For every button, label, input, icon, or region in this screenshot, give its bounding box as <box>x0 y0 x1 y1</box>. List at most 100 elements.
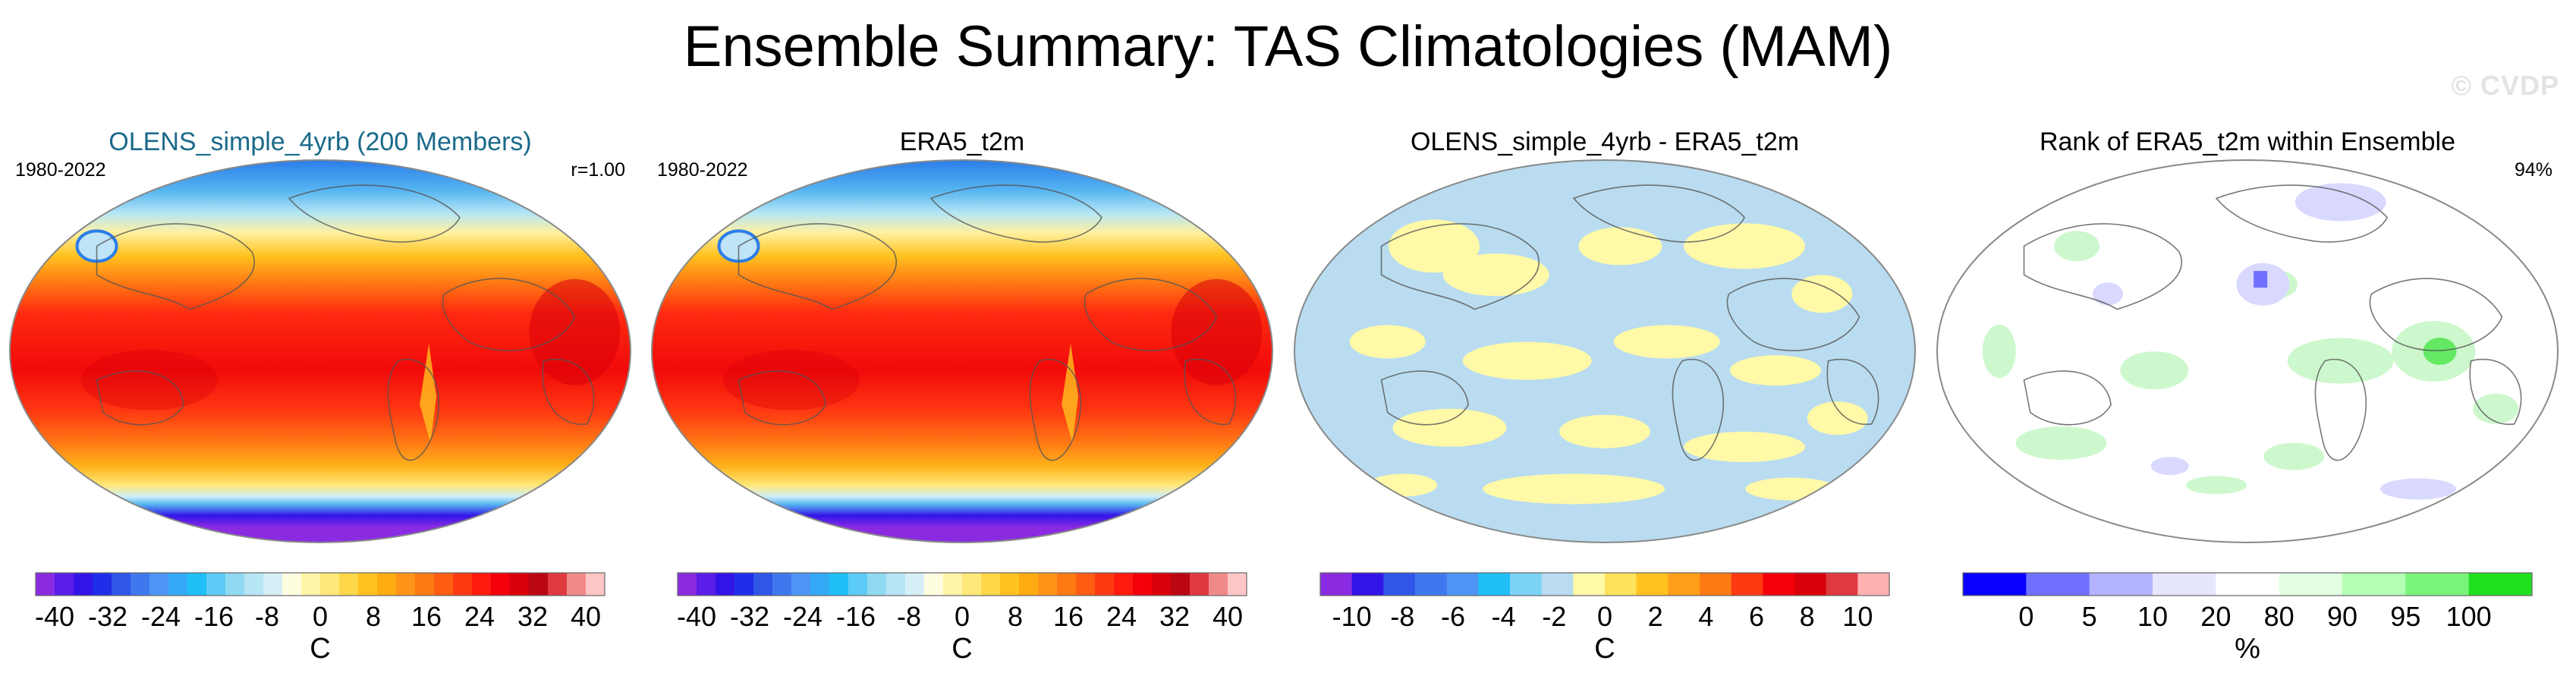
colorbar-swatch <box>168 573 188 596</box>
colorbar: -40 -32 -24 -16 -8 0 8 16 24 32 40 C <box>35 572 605 665</box>
colorbar-swatch <box>848 573 868 596</box>
colorbar-swatch <box>320 573 340 596</box>
colorbar-swatch <box>1446 573 1479 596</box>
colorbar-swatch <box>981 573 1001 596</box>
colorbar-swatch <box>886 573 906 596</box>
map-panel-2: ERA5_t2m 1980-2022 -40 -32 -24 -16 -8 0 8 16 24 32 4… <box>651 127 1273 665</box>
colorbar-swatch <box>1228 573 1247 596</box>
map-panel-1: OLENS_simple_4yrb (200 Members)1980-2022… <box>9 127 631 665</box>
colorbar-swatch <box>112 573 131 596</box>
colorbar-swatch <box>1152 573 1172 596</box>
colorbar-swatch <box>472 573 492 596</box>
colorbar-tick-label: 100 <box>2446 601 2492 632</box>
colorbar-swatch <box>1383 573 1416 596</box>
panel-subtitle: ERA5_t2m <box>900 127 1024 156</box>
panel-subtitle: OLENS_simple_4yrb - ERA5_t2m <box>1411 127 1799 156</box>
colorbar-tick-label: -8 <box>1390 601 1414 632</box>
colorbar-tick-label: 16 <box>1053 601 1084 632</box>
colorbar-swatch <box>510 573 530 596</box>
colorbar-swatch <box>716 573 735 596</box>
colorbar: -40 -32 -24 -16 -8 0 8 16 24 32 40 C <box>677 572 1247 665</box>
colorbar-tick-label: 95 <box>2390 601 2420 632</box>
colorbar-swatch <box>529 573 549 596</box>
map-border <box>1936 159 2559 543</box>
colorbar-swatch <box>678 573 697 596</box>
colorbar-swatch <box>282 573 302 596</box>
colorbar-tick-label: 4 <box>1698 601 1713 632</box>
colorbar-tick-label: 32 <box>1159 601 1190 632</box>
colorbar-swatch <box>149 573 169 596</box>
colorbar-swatch <box>2216 573 2280 596</box>
colorbar-swatch <box>1763 573 1795 596</box>
colorbar-tick-label: 8 <box>366 601 381 632</box>
colorbar-swatch <box>1668 573 1700 596</box>
colorbar-swatch <box>377 573 397 596</box>
colorbar-swatch <box>93 573 112 596</box>
colorbar-swatch <box>434 573 454 596</box>
colorbar-swatch <box>772 573 792 596</box>
colorbar-tick-label: 8 <box>1800 601 1815 632</box>
colorbar-units: % <box>2235 633 2260 665</box>
colorbar-tick-label: 0 <box>1597 601 1612 632</box>
colorbar-swatch <box>415 573 435 596</box>
colorbar-tick-label: 40 <box>1213 601 1243 632</box>
colorbar-swatch <box>2279 573 2343 596</box>
colorbar-swatch <box>1478 573 1511 596</box>
panel-period-label: 1980-2022 <box>657 159 748 181</box>
colorbar-tick-label: -16 <box>836 601 876 632</box>
colorbar-tick-label: 10 <box>1842 601 1873 632</box>
colorbar-swatch <box>1963 573 2027 596</box>
colorbar-tick-label: -4 <box>1492 601 1516 632</box>
colorbar-swatch <box>2026 573 2090 596</box>
colorbar-swatch <box>962 573 982 596</box>
colorbar-swatch <box>1700 573 1732 596</box>
colorbar-tick-label: -2 <box>1542 601 1566 632</box>
colorbar-swatch <box>2342 573 2406 596</box>
colorbar-swatch <box>1320 573 1353 596</box>
colorbar: -10 -8 -6 -4 -2 0 2 4 6 8 10 C <box>1319 572 1890 665</box>
colorbar-tick-label: 5 <box>2082 601 2097 632</box>
colorbar-swatch <box>791 573 811 596</box>
map-border <box>651 159 1273 543</box>
panel-subtitle: OLENS_simple_4yrb (200 Members) <box>109 127 531 156</box>
map-panel-4: Rank of ERA5_t2m within Ensemble 94% 0 5 10 2… <box>1936 127 2559 665</box>
figure-title: Ensemble Summary: TAS Climatologies (MAM… <box>683 14 1893 79</box>
colorbar-swatch <box>1510 573 1543 596</box>
colorbar-tick-label: -6 <box>1441 601 1465 632</box>
colorbar-tick-label: -24 <box>783 601 822 632</box>
panel-subtitle: Rank of ERA5_t2m within Ensemble <box>2040 127 2455 156</box>
colorbar-tick-label: -10 <box>1332 601 1372 632</box>
colorbar-swatch <box>2153 573 2216 596</box>
colorbar-swatch <box>2089 573 2153 596</box>
panel-period-label: 1980-2022 <box>15 159 106 181</box>
colorbar-swatch <box>924 573 944 596</box>
colorbar-tick-label: -8 <box>897 601 921 632</box>
colorbar-swatch <box>1415 573 1448 596</box>
map-field <box>1294 160 1915 542</box>
colorbar-swatch <box>206 573 226 596</box>
colorbar-tick-label: -16 <box>194 601 234 632</box>
colorbar-swatch <box>1019 573 1039 596</box>
colorbar-swatch <box>867 573 887 596</box>
colorbar-swatch <box>491 573 511 596</box>
colorbar-swatch <box>187 573 207 596</box>
colorbar-units: C <box>310 633 330 665</box>
colorbar-swatch <box>1209 573 1228 596</box>
panel-stat-label: r=1.00 <box>571 159 625 181</box>
colorbar-swatch <box>263 573 283 596</box>
colorbar-units: C <box>951 633 972 665</box>
colorbar-swatch <box>734 573 754 596</box>
colorbar-tick-label: 0 <box>313 601 328 632</box>
map-panel-3: OLENS_simple_4yrb - ERA5_t2m -10 -8 -6 -4 -2 0… <box>1294 127 1916 665</box>
colorbar-tick-label: -32 <box>88 601 127 632</box>
colorbar-swatch <box>905 573 925 596</box>
colorbar-tick-label: 16 <box>411 601 442 632</box>
colorbar-tick-label: -24 <box>141 601 181 632</box>
colorbar-swatch <box>301 573 321 596</box>
colorbar: 0 5 10 20 80 90 95 100% <box>1962 572 2533 665</box>
colorbar-swatch <box>1095 573 1115 596</box>
colorbar-swatch <box>1038 573 1058 596</box>
colorbar-swatch <box>586 573 605 596</box>
colorbar-swatch <box>74 573 93 596</box>
